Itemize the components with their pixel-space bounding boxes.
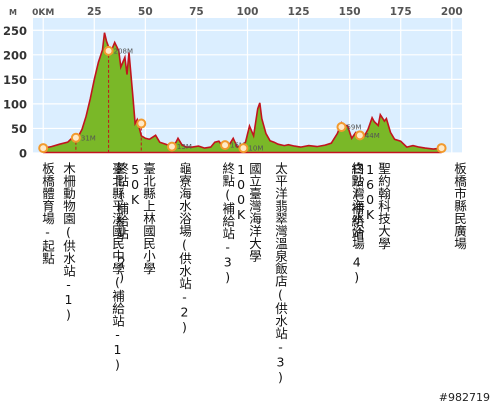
checkpoint-markers: 31M 208M 13M 16M 10M 59M 44M: [38, 45, 447, 154]
y-tick-label: 250: [3, 24, 27, 38]
elevation-line: [43, 32, 442, 150]
checkpoint-marker: [103, 45, 114, 56]
stop-label: 龜寮海水浴場(供水站-2): [177, 162, 192, 335]
x-tick-label: 50: [138, 6, 153, 18]
stop-label: 太平洋翡翠灣溫泉飯店(供水站-3): [273, 162, 288, 385]
y-tick-label: 200: [3, 48, 27, 62]
y-unit-label: M: [9, 8, 17, 17]
x-tick-label: 175: [390, 6, 412, 18]
checkpoint-marker: [136, 118, 147, 129]
checkpoint-elev-label: 10M: [248, 145, 263, 153]
image-code: #982719: [438, 391, 490, 404]
checkpoint-elev-label: 59M: [346, 123, 361, 131]
checkpoint-marker: [70, 132, 81, 143]
stop-label: 聖約翰科技大學 160K 終點(補給站-4): [349, 162, 391, 285]
x-tick-label: 75: [189, 6, 204, 18]
x-tick-label: 150: [339, 6, 361, 18]
checkpoint-elev-label: 16M: [230, 142, 245, 150]
checkpoint-guides: [75, 54, 142, 153]
x-tick-label: 100: [237, 6, 259, 18]
x-tick-label: 25: [87, 6, 102, 18]
y-tick-label: 0: [19, 147, 27, 161]
stop-label: 白沙灣海水浴場: [350, 162, 365, 250]
checkpoint-marker: [220, 140, 231, 151]
checkpoint-elev-label: 31M: [81, 134, 96, 142]
checkpoint-marker: [336, 121, 347, 132]
checkpoint-elev-label: 13M: [177, 143, 192, 151]
stop-label: 板橋市縣民廣場: [452, 162, 467, 250]
checkpoint-elev-label: 44M: [365, 132, 380, 140]
stop-label: 國立臺灣海洋大學 100K 終點(補給站-3): [220, 162, 262, 285]
elevation-fill: [43, 32, 442, 154]
stop-label: 木柵動物園(供水站-1): [61, 162, 76, 322]
stop-label: 板橋體育場-起點: [40, 162, 55, 265]
checkpoint-marker: [238, 143, 249, 154]
checkpoint-marker: [354, 130, 365, 141]
checkpoint-elev-label: 208M: [114, 47, 133, 55]
stop-label: 臺北縣上林國民小學 50K 終點(補給站-2): [114, 162, 156, 285]
x-tick-label: 0KM: [32, 8, 54, 18]
y-tick-label: 50: [11, 122, 27, 136]
x-tick-label: 200: [441, 6, 463, 18]
stop-label: 臺北縣平溪國民中學(補給站-1): [110, 162, 125, 372]
checkpoint-marker: [38, 143, 49, 154]
y-tick-label: 150: [3, 73, 27, 87]
axis-ticks: 0 50 100 150 200 250 0KM 25 50 75 100 125 150 175 200 M: [3, 6, 463, 161]
y-tick-label: 100: [3, 97, 27, 111]
checkpoint-marker: [436, 143, 447, 154]
checkpoint-marker: [166, 141, 177, 152]
x-tick-label: 125: [288, 6, 310, 18]
